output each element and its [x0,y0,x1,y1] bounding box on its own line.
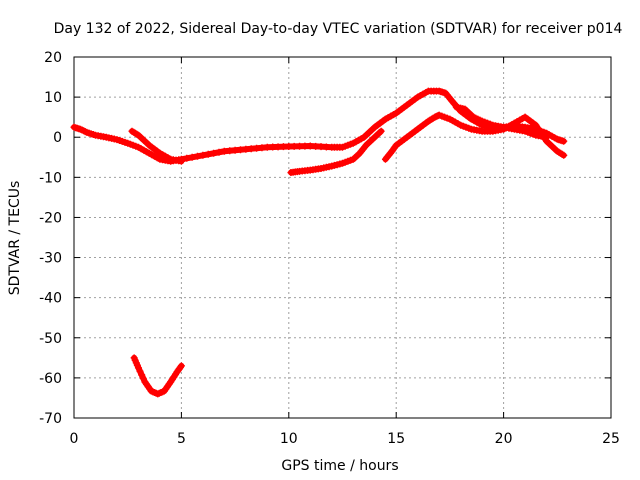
y-tick-label: -40 [39,291,62,307]
data-point [204,150,212,158]
x-tick-labels: 0 5 10 15 20 25 [70,431,620,447]
axis-ticks [73,56,612,419]
y-tick-label: -30 [39,251,62,267]
data-point [151,389,159,397]
data-point [188,153,196,161]
data-point [194,152,202,160]
data-point [138,371,146,379]
data-point [177,362,185,370]
grid-lines [74,57,611,418]
data-point [157,389,165,397]
y-tick-label: -50 [39,331,62,347]
series-1 [128,127,185,165]
data-point [560,151,568,159]
data-point [377,127,385,135]
plot-frame [73,56,612,419]
x-tick-label: 25 [602,431,620,447]
data-point [376,129,384,137]
x-tick-label: 5 [177,431,186,447]
data-point [391,143,399,151]
data-point [147,387,155,395]
data-point [149,388,157,396]
data-point [532,121,540,129]
series-5 [130,354,185,398]
data-point [81,128,89,136]
y-tick-labels: -70 -60 -50 -40 -30 -20 -10 0 10 20 [39,50,62,427]
data-point [155,389,163,397]
data-point [535,125,543,133]
y-tick-label: 10 [44,90,62,106]
data-point [199,151,207,159]
series-layer [70,87,568,398]
x-tick-label: 10 [280,431,298,447]
chart-title: Day 132 of 2022, Sidereal Day-to-day VTE… [54,21,623,37]
data-point [543,133,551,141]
x-tick-label: 20 [495,431,513,447]
data-point [76,125,84,133]
data-point [354,151,362,159]
data-point [183,154,191,162]
series-4 [452,103,551,141]
data-point [215,148,223,156]
x-tick-label: 15 [387,431,405,447]
data-point [80,127,88,135]
data-point [210,149,218,157]
data-point [78,126,86,134]
data-point [154,390,162,398]
data-point [176,363,184,371]
data-point [134,364,142,372]
series-2 [287,127,385,177]
data-point [560,137,568,145]
data-point [136,367,144,375]
data-point [558,150,566,158]
x-tick-label: 0 [70,431,79,447]
y-tick-label: -70 [39,411,62,427]
y-tick-label: -20 [39,210,62,226]
data-point [177,157,185,165]
data-point [133,130,141,138]
y-axis-label: SDTVAR / TECUs [7,181,23,296]
y-tick-label: 0 [53,130,62,146]
x-axis-label: GPS time / hours [281,458,398,474]
y-tick-label: 20 [44,50,62,66]
y-tick-label: -10 [39,170,62,186]
data-point [139,374,147,382]
y-tick-label: -60 [39,371,62,387]
